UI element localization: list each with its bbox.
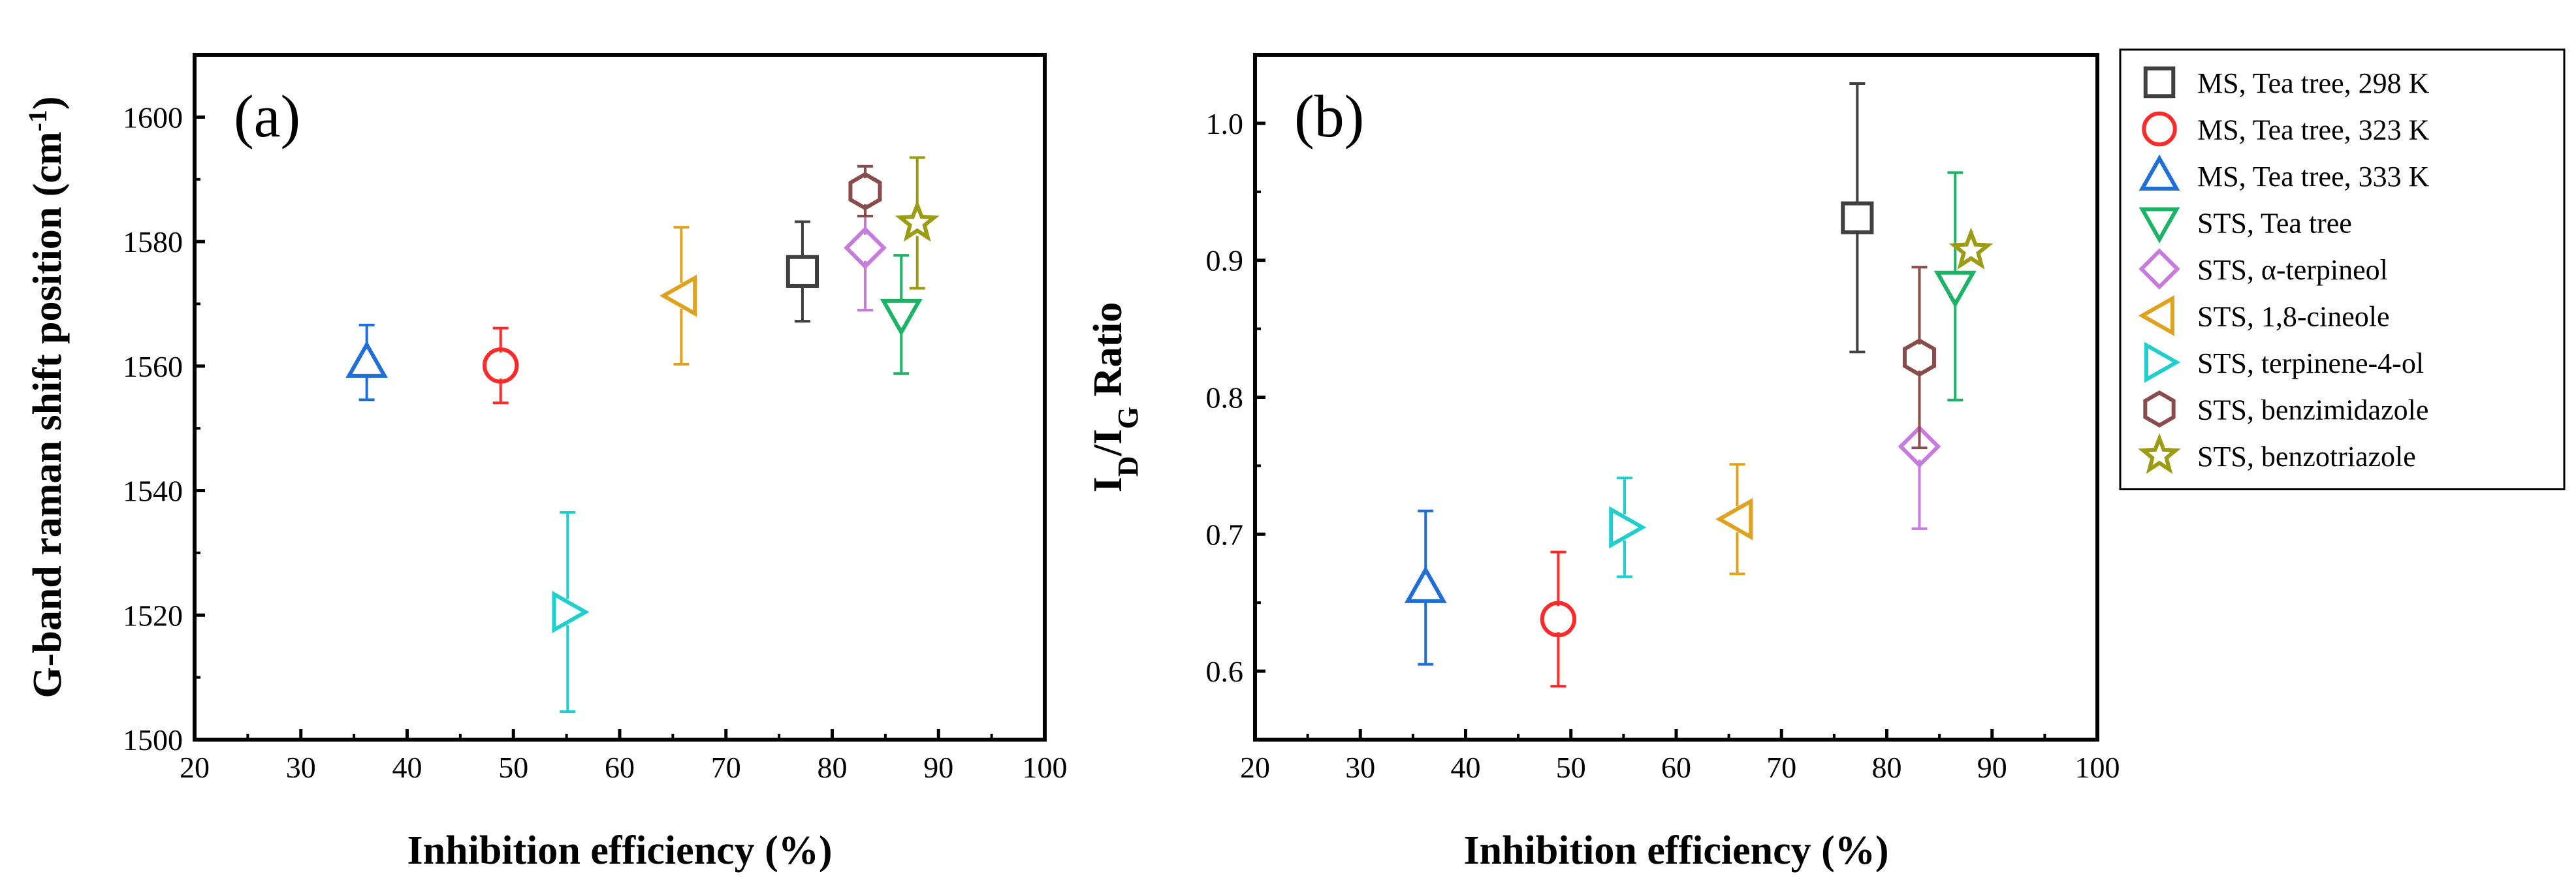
legend-frame (2119, 48, 2566, 490)
panel-a-point-ms-tea-tree-298-k-marker-bg (789, 258, 816, 285)
panel-b-point-sts-terpinene-4-ol-marker (1609, 506, 1647, 549)
panel-a-x-tick-label: 20 (180, 751, 210, 784)
panel-a-x-tick-label: 80 (818, 751, 848, 784)
legend-entry-sts-1-8-cineole-label: STS, 1,8-cineole (2197, 301, 2390, 333)
panel-a-point-sts-alpha-terpineol-marker-bg (851, 234, 878, 261)
panel-b-point-sts-benzimidazole-marker-bg (1906, 344, 1933, 371)
panel-a-y-axis-label: G-band raman shift position (cm-1) (23, 96, 71, 698)
panel-a-y-tick-label: 1520 (123, 599, 183, 632)
panel-a-x-tick-label: 60 (605, 751, 635, 784)
panel-a-point-ms-tea-tree-323-k-marker-bg (487, 352, 514, 379)
panel-b-x-tick-label: 60 (1661, 751, 1691, 784)
panel-a-point-sts-benzimidazole-marker (848, 172, 882, 211)
panel-a-x-tick-label: 100 (1023, 751, 1068, 784)
panel-b-y-tick-label: 0.8 (1206, 381, 1244, 415)
panel-a-point-ms-tea-tree-333-k-marker (345, 340, 389, 378)
panel-a-point-sts-tea-tree-marker (880, 298, 923, 337)
legend-entry-sts-terpinene-4-ol-marker (2144, 341, 2181, 383)
panel-b-x-tick-label: 20 (1240, 751, 1270, 784)
panel-b-panel-letter: (b) (1294, 83, 1364, 149)
panel-a-x-tick-label: 40 (392, 751, 422, 784)
legend-entry-sts-benzotriazole-marker (2138, 433, 2181, 474)
panel-a-y-tick-label: 1500 (123, 723, 183, 757)
panel-a-point-sts-terpinene-4-ol-marker (552, 591, 590, 633)
legend-entry-sts-tea-tree-label: STS, Tea tree (2197, 208, 2352, 240)
panel-a-y-tick-label: 1600 (123, 101, 183, 134)
panel-b-x-tick-label: 70 (1766, 751, 1796, 784)
panel-a-x-tick-label: 90 (923, 751, 953, 784)
panel-b-x-tick-label: 80 (1872, 751, 1902, 784)
panel-a-point-sts-benzotriazole-marker (895, 199, 940, 242)
panel-b-y-tick-label: 1.0 (1206, 107, 1244, 140)
panel-b-x-tick-label: 90 (1977, 751, 2007, 784)
legend-entry-sts-tea-tree-marker (2139, 207, 2180, 243)
panel-a-y-tick-label: 1560 (123, 350, 183, 383)
legend-entry-ms-tea-tree-298-k-marker (2143, 66, 2176, 99)
legend-entry-ms-tea-tree-323-k-label: MS, Tea tree, 323 K (2197, 114, 2430, 146)
panel-a-y-tick-label: 1540 (123, 475, 183, 508)
legend-entry-ms-tea-tree-323-k-marker (2142, 111, 2177, 147)
panel-b-chart: 20 30 40 50 60 70 80 90 100 0.6 0.7 0.8 0.9 1.0 (b) Inh… (1086, 53, 2120, 873)
panel-a-chart: 20 30 40 50 60 70 80 90 100 1500 1520 1540 1560 1580 1… (23, 53, 1068, 873)
panel-b-point-ms-tea-tree-333-k-marker (1404, 565, 1447, 603)
panel-b-y-tick-label: 0.6 (1206, 655, 1244, 688)
legend-entry-sts-alpha-terpineol-marker (2139, 248, 2180, 290)
legend-entry-sts-benzimidazole-marker (2143, 390, 2176, 428)
panel-b-point-sts-benzimidazole-marker (1902, 338, 1937, 377)
legend: MS, Tea tree, 298 K MS, Tea tree, 323 K MS… (2119, 48, 2566, 490)
panel-a-panel-letter: (a) (234, 83, 300, 149)
panel-b-point-ms-tea-tree-323-k-marker-bg (1545, 606, 1572, 633)
panel-b-point-sts-benzotriazole-marker (1948, 227, 1994, 270)
panel-a-x-tick-label: 50 (498, 751, 528, 784)
panel-b-point-sts-1-8-cineole-marker (1715, 497, 1753, 541)
panel-b-point-sts-alpha-terpineol-marker (1898, 425, 1941, 468)
panel-a-x-tick-label: 30 (286, 751, 316, 784)
panel-a-point-sts-alpha-terpineol-marker (844, 226, 887, 270)
panel-a-point-ms-tea-tree-298-k-marker (786, 255, 819, 288)
legend-entry-sts-terpinene-4-ol-label: STS, terpinene-4-ol (2197, 347, 2424, 379)
panel-b-x-tick-label: 40 (1451, 751, 1481, 784)
panel-b-x-tick-label: 50 (1556, 751, 1586, 784)
legend-entry-sts-benzotriazole-label: STS, benzotriazole (2197, 441, 2416, 473)
panel-b-y-tick-label: 0.9 (1206, 244, 1244, 277)
legend-entry-sts-1-8-cineole-marker (2138, 295, 2174, 336)
panel-a-point-sts-benzimidazole-marker-bg (851, 178, 878, 204)
panel-b-point-ms-tea-tree-298-k-marker (1841, 201, 1874, 234)
panel-b-point-sts-tea-tree-marker (1933, 270, 1977, 308)
legend-entry-sts-alpha-terpineol-label: STS, α-terpineol (2197, 254, 2388, 286)
panel-b-x-tick-label: 100 (2075, 751, 2120, 784)
panel-b-point-ms-tea-tree-323-k-marker (1540, 601, 1577, 638)
panel-a-y-tick-label: 1580 (123, 225, 183, 259)
legend-entry-ms-tea-tree-333-k-label: MS, Tea tree, 333 K (2197, 161, 2430, 193)
panel-a-point-sts-1-8-cineole-marker (660, 274, 697, 317)
panel-b-y-axis-label: ID/IG Ratio (1086, 302, 1144, 493)
legend-entry-ms-tea-tree-298-k-label: MS, Tea tree, 298 K (2197, 67, 2430, 99)
panel-b-point-ms-tea-tree-298-k-marker-bg (1844, 204, 1871, 231)
panel-a-x-axis-label: Inhibition efficiency (%) (407, 828, 833, 873)
panel-a-x-tick-label: 70 (711, 751, 741, 784)
panel-b-y-tick-label: 0.7 (1206, 518, 1244, 551)
panel-b-x-axis-label: Inhibition efficiency (%) (1464, 828, 1889, 873)
legend-entry-sts-benzimidazole-label: STS, benzimidazole (2197, 394, 2428, 426)
panel-b-x-tick-label: 30 (1345, 751, 1375, 784)
legend-entry-ms-tea-tree-333-k-marker (2139, 154, 2180, 191)
panel-a-point-ms-tea-tree-323-k-marker (483, 347, 519, 384)
